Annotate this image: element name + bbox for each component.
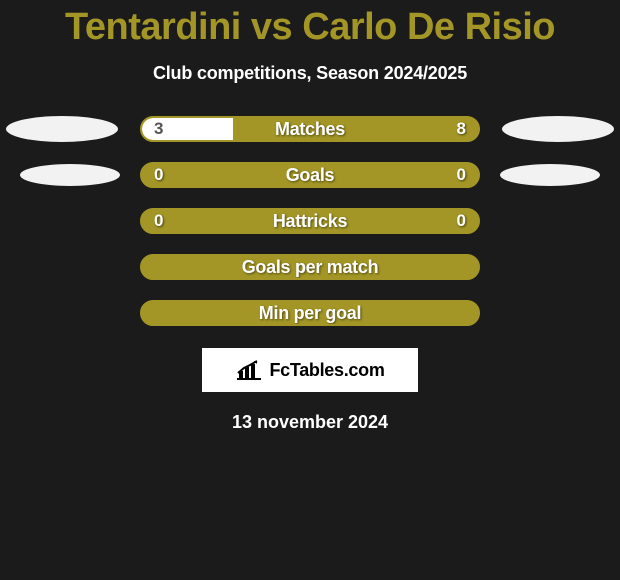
marker-left-ellipse	[6, 116, 118, 142]
stat-value-right: 8	[457, 119, 466, 139]
stat-row-min-per-goal: Min per goal	[0, 300, 620, 326]
stat-row-goals: 0 Goals 0	[0, 162, 620, 188]
stat-bar: 0 Goals 0	[140, 162, 480, 188]
stat-label: Goals	[142, 165, 478, 186]
stat-row-hattricks: 0 Hattricks 0	[0, 208, 620, 234]
stat-bar: Goals per match	[140, 254, 480, 280]
stat-label: Hattricks	[142, 211, 478, 232]
stat-value-right: 0	[457, 165, 466, 185]
infographic-container: Tentardini vs Carlo De Risio Club compet…	[0, 0, 620, 433]
stat-bar: 0 Hattricks 0	[140, 208, 480, 234]
stat-bar: 3 Matches 8	[140, 116, 480, 142]
marker-right-ellipse	[502, 116, 614, 142]
date-text: 13 november 2024	[232, 412, 388, 433]
stat-value-right: 0	[457, 211, 466, 231]
page-title: Tentardini vs Carlo De Risio	[65, 6, 555, 49]
marker-right-ellipse	[500, 164, 600, 186]
stat-row-matches: 3 Matches 8	[0, 116, 620, 142]
stat-row-goals-per-match: Goals per match	[0, 254, 620, 280]
watermark-text: FcTables.com	[269, 360, 384, 381]
stat-rows: 3 Matches 8 0 Goals 0 0 Hattricks 0	[0, 116, 620, 326]
chart-icon	[235, 359, 263, 381]
stat-label: Matches	[142, 119, 478, 140]
stat-label: Min per goal	[142, 303, 478, 324]
stat-bar: Min per goal	[140, 300, 480, 326]
stat-label: Goals per match	[142, 257, 478, 278]
marker-left-ellipse	[20, 164, 120, 186]
watermark-box: FcTables.com	[202, 348, 418, 392]
subtitle: Club competitions, Season 2024/2025	[153, 63, 467, 84]
